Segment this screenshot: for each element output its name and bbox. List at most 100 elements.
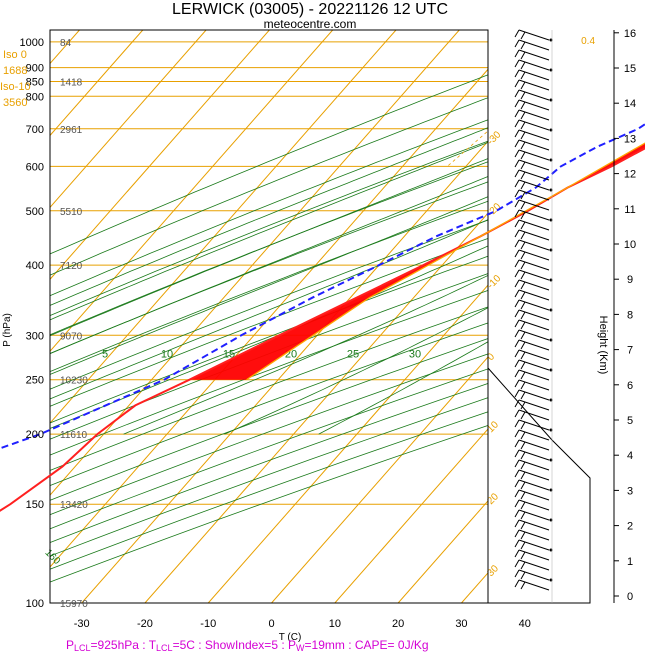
isotherm-line xyxy=(50,30,207,209)
temp-tick-label: -30 xyxy=(74,618,90,630)
iso0-label: Iso 0 xyxy=(3,49,27,61)
wind-barb-flag xyxy=(520,361,526,370)
series-parcel xyxy=(246,142,645,381)
moist-adiabat xyxy=(50,142,488,321)
wind-barb xyxy=(518,419,550,431)
isotherm-line xyxy=(207,284,488,603)
wind-barb xyxy=(518,89,550,101)
pressure-tick-label: 700 xyxy=(26,124,44,136)
isotherm-line xyxy=(50,30,270,281)
wind-barb-flag xyxy=(520,131,526,140)
wind-barb-flag xyxy=(514,579,520,588)
wind-barb-flag xyxy=(520,171,526,180)
wind-barb-flag xyxy=(520,411,526,420)
wind-barb xyxy=(518,149,550,161)
dry-adiabat xyxy=(50,219,488,390)
moist-adiabat-label: 30 xyxy=(409,349,421,361)
pressure-tick-label: 600 xyxy=(26,161,44,173)
isotherm-label: 0 xyxy=(485,351,497,363)
wind-barb-flag xyxy=(514,329,520,338)
wind-barb-flag xyxy=(520,421,526,430)
wind-barb-flag xyxy=(514,279,520,288)
wind-barb-flag xyxy=(514,499,520,508)
isotherm-line xyxy=(50,30,144,137)
wind-barb xyxy=(518,79,550,91)
dry-adiabat xyxy=(50,353,488,516)
pressure-tick-label: 400 xyxy=(26,260,44,272)
wind-barb-flag xyxy=(514,289,520,298)
wind-barb-flag xyxy=(520,441,526,450)
wind-barb-flag xyxy=(520,371,526,380)
dry-adiabat xyxy=(50,306,488,471)
wind-barb xyxy=(518,159,550,171)
wind-barb xyxy=(518,339,550,351)
plot-frame xyxy=(49,29,489,604)
moist-adiabat-label: 25 xyxy=(347,349,359,361)
wind-barb xyxy=(518,59,550,71)
wind-barb-flag xyxy=(520,471,526,480)
wind-barb-flag xyxy=(520,581,526,590)
series-temperature xyxy=(0,147,645,512)
wind-barb-flag xyxy=(514,99,520,108)
wind-barb xyxy=(518,449,550,461)
wind-barb-flag xyxy=(520,31,526,40)
isotherm-line xyxy=(334,428,488,603)
wind-barb-flag xyxy=(514,59,520,68)
wind-barb-flag xyxy=(514,419,520,428)
wind-barb-flag xyxy=(520,571,526,580)
wind-barb xyxy=(518,349,550,361)
wind-barb-flag xyxy=(520,551,526,560)
wind-barb-flag xyxy=(520,291,526,300)
wind-barb xyxy=(518,129,550,141)
iso10-label: Iso-10 xyxy=(0,81,31,93)
wind-barb xyxy=(518,399,550,411)
wind-barb xyxy=(518,549,550,561)
height-m-label: 7120 xyxy=(60,261,83,272)
wind-barb-flag xyxy=(514,209,520,218)
pressure-tick-label: 900 xyxy=(26,63,44,75)
moist-adiabat xyxy=(123,274,488,435)
wind-barb-flag xyxy=(514,549,520,558)
temp-tick-label: 40 xyxy=(519,618,531,630)
y-axis-label: P (hPa) xyxy=(2,313,13,347)
isotherm-line xyxy=(271,356,488,603)
wind-barb-flag xyxy=(520,511,526,520)
wind-barb xyxy=(518,289,550,301)
wind-barb xyxy=(518,329,550,341)
dry-adiabat xyxy=(50,74,488,255)
wind-barb xyxy=(518,219,550,231)
footer-cape: 0J/Kg xyxy=(398,638,429,652)
wind-barb xyxy=(518,179,550,191)
wind-barb-flag xyxy=(514,409,520,418)
isotherm-line xyxy=(50,68,488,568)
wind-barb-flag xyxy=(514,489,520,498)
height-km-label: 13 xyxy=(624,133,636,145)
wind-barb xyxy=(518,269,550,281)
isotherm-line xyxy=(50,30,460,496)
wind-barb-flag xyxy=(514,319,520,328)
moist-adiabat-label: 10 xyxy=(161,349,173,361)
height-km-label: 12 xyxy=(624,169,636,181)
wind-barb-flag xyxy=(520,311,526,320)
wind-barb xyxy=(518,429,550,441)
wind-barb-flag xyxy=(514,479,520,488)
wind-barb-flag xyxy=(514,519,520,528)
wind-barb xyxy=(518,509,550,521)
wind-barb-flag xyxy=(514,559,520,568)
wind-barb-flag xyxy=(514,259,520,268)
wind-barb-flag xyxy=(520,391,526,400)
wind-barb-flag xyxy=(514,179,520,188)
wind-barb-flag xyxy=(514,79,520,88)
footer-plcl: 925hPa xyxy=(98,638,140,652)
wind-barb-flag xyxy=(520,141,526,150)
wind-barb-flag xyxy=(514,229,520,238)
wind-barb xyxy=(518,49,550,61)
zero-isotherm xyxy=(487,356,488,358)
wind-barb-flag xyxy=(514,39,520,48)
axes: 1001502002503004005006007008008509001000… xyxy=(20,28,637,630)
wind-barb-flag xyxy=(520,221,526,230)
wind-barb-flag xyxy=(520,531,526,540)
wind-barb-flag xyxy=(520,561,526,570)
footer-tlcl: 5C xyxy=(180,638,196,652)
chart-title: LERWICK (03005) - 20221126 12 UTC xyxy=(172,1,448,18)
